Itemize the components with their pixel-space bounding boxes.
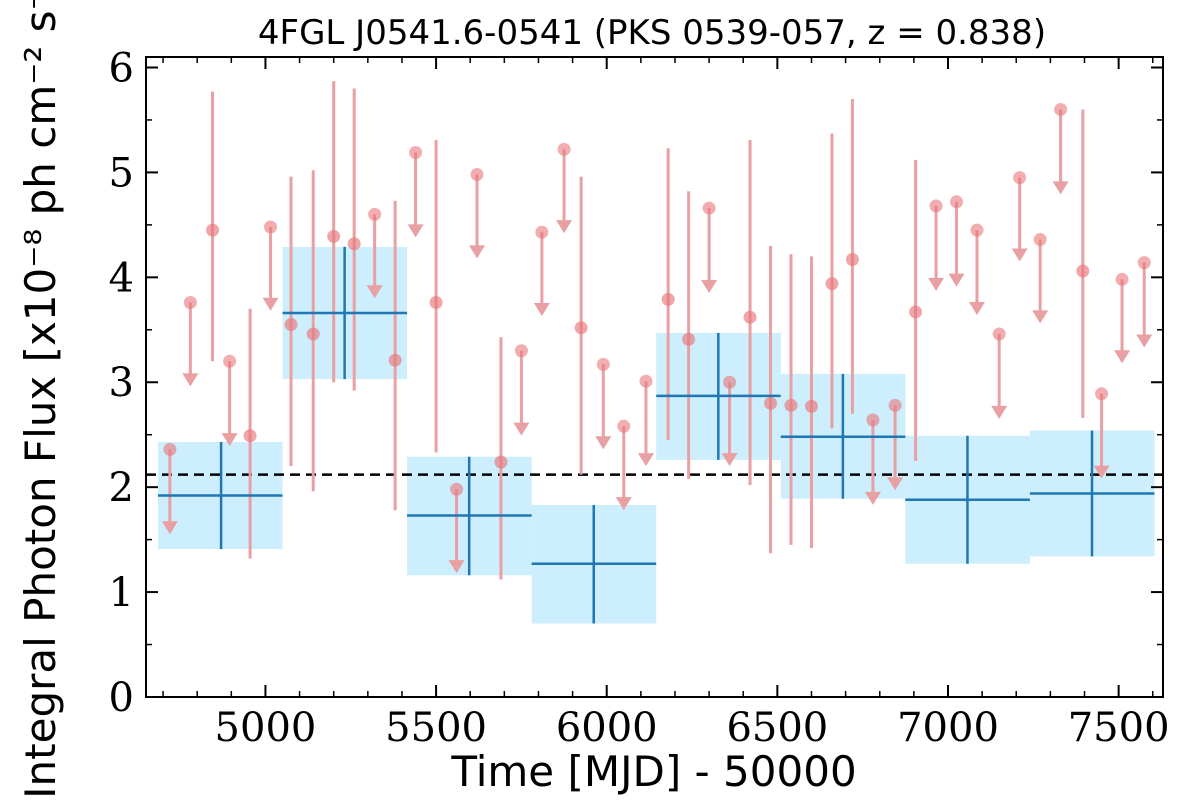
upper-limit-point <box>929 199 943 213</box>
chart-title: 4FGL J0541.6-0541 (PKS 0539-057, z = 0.8… <box>258 13 1046 53</box>
upper-limit-arrowhead <box>161 521 178 535</box>
y-tick-label: 6 <box>109 45 134 91</box>
upper-limit-arrowhead <box>407 224 424 238</box>
x-tick-label: 6000 <box>556 705 658 751</box>
upper-limit-point <box>470 168 484 182</box>
upper-limit-arrowhead <box>1114 350 1131 364</box>
upper-limit-point <box>1054 102 1068 116</box>
detection-point <box>347 237 361 251</box>
upper-limit-arrowhead <box>701 279 718 293</box>
upper-limit-arrowhead <box>1011 248 1028 262</box>
x-tick-label: 7500 <box>1068 705 1170 751</box>
y-tick-label: 4 <box>109 255 134 301</box>
upper-limit-point <box>702 201 716 215</box>
y-tick-label: 3 <box>109 360 134 406</box>
upper-limit-point <box>450 482 464 496</box>
x-tick-label: 7000 <box>897 705 999 751</box>
y-tick-label: 1 <box>109 570 134 616</box>
upper-limit-point <box>557 142 571 156</box>
detection-point <box>682 332 696 346</box>
detection-point <box>1076 264 1090 278</box>
upper-limit-point <box>1013 171 1027 185</box>
upper-limit-arrowhead <box>637 453 654 467</box>
upper-limit-point <box>950 195 964 209</box>
detection-point <box>388 353 402 367</box>
upper-limit-arrowhead <box>864 491 881 505</box>
upper-limit-arrowhead <box>1032 310 1049 324</box>
upper-limit-arrowhead <box>366 285 383 299</box>
detection-point <box>743 310 757 324</box>
detection-point <box>764 396 778 410</box>
detection-point <box>327 229 341 243</box>
detection-point <box>243 429 257 443</box>
detection-point <box>574 321 588 335</box>
upper-limit-point <box>183 296 197 310</box>
upper-limit-point <box>1033 233 1047 247</box>
upper-limit-arrowhead <box>721 453 738 467</box>
upper-limit-arrowhead <box>448 560 465 574</box>
upper-limit-point <box>992 327 1006 341</box>
upper-limit-point <box>1137 256 1151 270</box>
upper-limit-arrowhead <box>928 277 945 291</box>
detection-point <box>661 292 675 306</box>
axes: 5000 5500 6000 6500 7000 7500 0 1 2 3 4 5 6 <box>109 45 1170 751</box>
detection-point <box>825 277 839 291</box>
upper-limit-point <box>1115 272 1129 286</box>
plot-area <box>146 81 1163 624</box>
upper-limit-arrowhead <box>595 436 612 450</box>
y-axis-title: Integral Photon Flux [x10⁻⁸ ph cm⁻² s⁻¹] <box>16 0 65 799</box>
upper-limit-arrowhead <box>533 303 550 317</box>
detection-point <box>909 305 923 319</box>
upper-limit-arrowhead <box>221 433 238 447</box>
upper-limit-point <box>409 145 423 159</box>
upper-limit-arrowhead <box>948 273 965 287</box>
upper-limit-point <box>723 375 737 389</box>
upper-limit-point <box>535 225 549 239</box>
detection-point <box>845 252 859 266</box>
detection-point <box>804 399 818 413</box>
upper-limit-arrowhead <box>262 297 279 311</box>
y-tick-label: 5 <box>109 150 134 196</box>
upper-limit-arrowhead <box>887 477 904 491</box>
y-tick-label: 2 <box>109 465 134 511</box>
detection-point <box>306 327 320 341</box>
upper-limit-point <box>639 374 653 388</box>
upper-limit-arrowhead <box>991 405 1008 419</box>
detection-point <box>429 296 443 310</box>
upper-limit-point <box>514 344 528 358</box>
upper-limit-arrowhead <box>969 302 986 315</box>
x-tick-label: 5500 <box>385 705 487 751</box>
x-tick-label: 5000 <box>215 705 317 751</box>
upper-limit-point <box>264 220 278 234</box>
x-axis-title: Time [MJD] - 50000 <box>450 747 856 796</box>
upper-limit-point <box>596 357 610 371</box>
detection-point <box>206 223 220 237</box>
detection-point <box>784 398 798 412</box>
plot-frame <box>145 56 1164 698</box>
upper-limit-point <box>163 442 177 456</box>
upper-limit-arrowhead <box>513 422 530 436</box>
upper-limit-point <box>368 207 382 221</box>
detection-point <box>494 455 508 469</box>
x-tick-label: 6500 <box>726 705 828 751</box>
upper-limit-point <box>970 223 984 237</box>
upper-limit-arrowhead <box>615 497 632 511</box>
upper-limit-arrowhead <box>556 220 573 234</box>
upper-limit-arrowhead <box>1093 465 1110 479</box>
y-tick-label: 0 <box>109 675 134 721</box>
upper-limit-arrowhead <box>182 373 199 387</box>
upper-limit-arrowhead <box>469 245 486 259</box>
upper-limit-point <box>617 419 631 433</box>
upper-limit-point <box>223 354 237 368</box>
upper-limit-point <box>1095 387 1109 401</box>
detection-point <box>284 318 298 332</box>
upper-limit-arrowhead <box>1136 334 1153 348</box>
upper-limit-point <box>866 413 880 427</box>
upper-limit-arrowhead <box>1052 181 1069 195</box>
upper-limit-point <box>888 398 902 412</box>
